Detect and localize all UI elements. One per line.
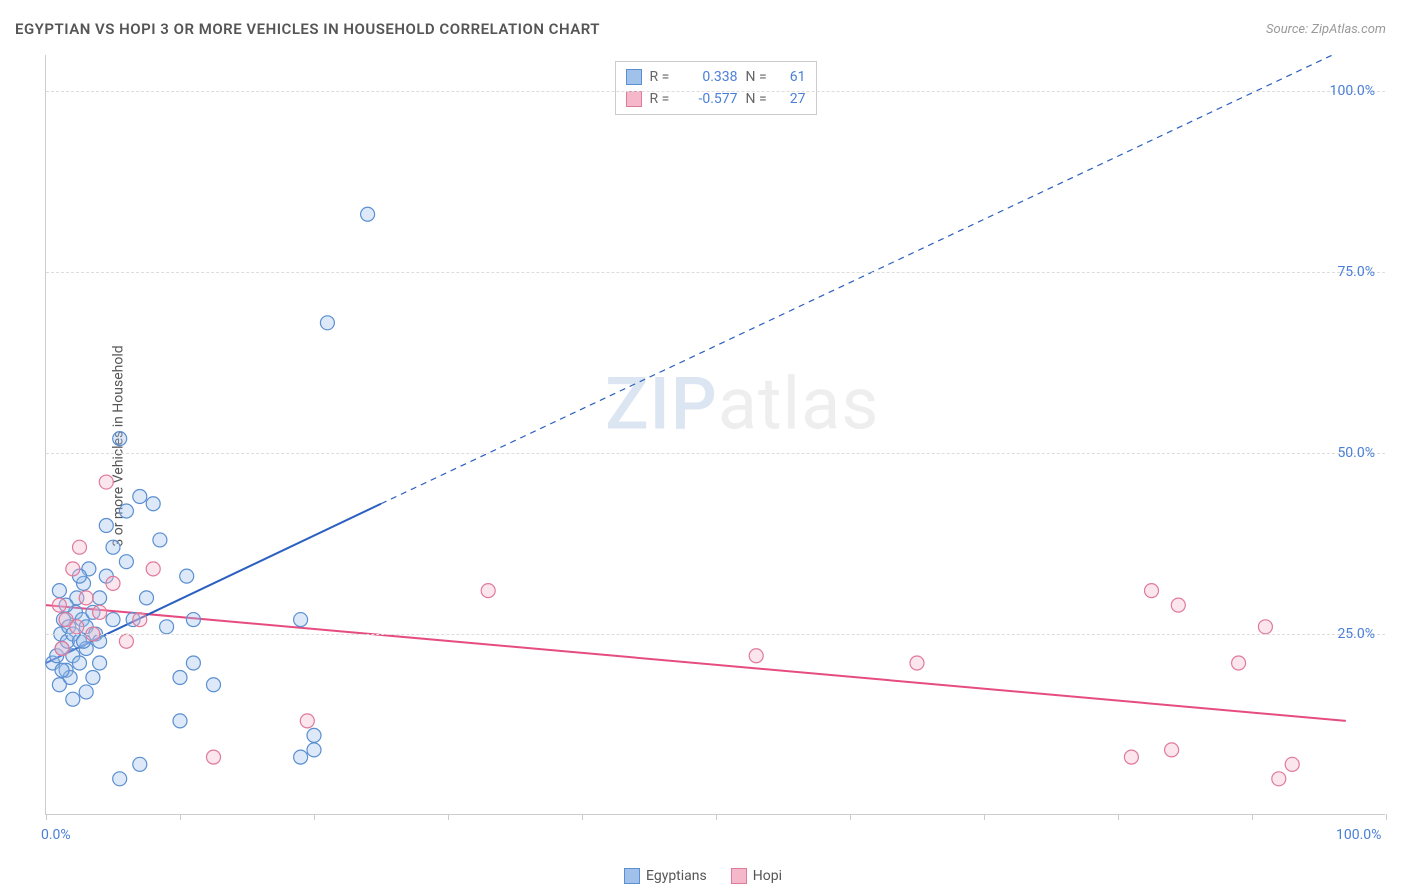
legend-label-hopi: Hopi [753, 868, 782, 884]
y-tick-label: 25.0% [1337, 626, 1375, 642]
x-tick-label: 0.0% [41, 827, 71, 843]
chart-plot-area: ZIPatlas R = 0.338 N = 61 R = -0.577 N =… [45, 55, 1385, 815]
chart-title: EGYPTIAN VS HOPI 3 OR MORE VEHICLES IN H… [15, 20, 600, 38]
legend-swatch-hopi [731, 868, 747, 884]
y-tick-label: 100.0% [1330, 83, 1375, 99]
legend-bottom: Egyptians Hopi [624, 868, 782, 884]
y-tick-label: 75.0% [1337, 264, 1375, 280]
legend-swatch-egyptians [624, 868, 640, 884]
x-tick-label: 100.0% [1336, 827, 1381, 843]
scatter-svg [46, 55, 1385, 814]
y-tick-label: 50.0% [1337, 445, 1375, 461]
legend-item-hopi: Hopi [731, 868, 782, 884]
legend-label-egyptians: Egyptians [646, 868, 707, 884]
legend-item-egyptians: Egyptians [624, 868, 707, 884]
source-label: Source: ZipAtlas.com [1266, 22, 1386, 37]
